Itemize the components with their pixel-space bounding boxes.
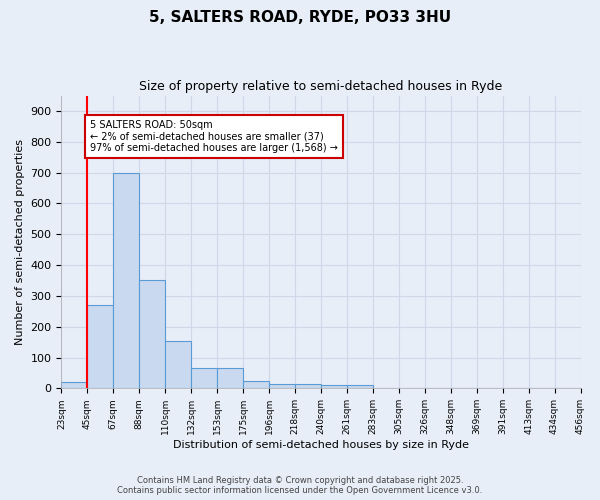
Bar	[191, 368, 217, 388]
Bar	[165, 340, 191, 388]
Text: 5 SALTERS ROAD: 50sqm
← 2% of semi-detached houses are smaller (37)
97% of semi-: 5 SALTERS ROAD: 50sqm ← 2% of semi-detac…	[90, 120, 338, 154]
Y-axis label: Number of semi-detached properties: Number of semi-detached properties	[15, 139, 25, 345]
Bar	[113, 172, 139, 388]
Bar	[217, 368, 243, 388]
Bar	[347, 386, 373, 388]
Bar	[295, 384, 321, 388]
Bar	[61, 382, 88, 388]
Text: Contains HM Land Registry data © Crown copyright and database right 2025.
Contai: Contains HM Land Registry data © Crown c…	[118, 476, 482, 495]
Bar	[321, 386, 347, 388]
Bar	[139, 280, 165, 388]
Bar	[269, 384, 295, 388]
Bar	[88, 305, 113, 388]
Bar	[243, 380, 269, 388]
Text: 5, SALTERS ROAD, RYDE, PO33 3HU: 5, SALTERS ROAD, RYDE, PO33 3HU	[149, 10, 451, 25]
Title: Size of property relative to semi-detached houses in Ryde: Size of property relative to semi-detach…	[139, 80, 503, 93]
X-axis label: Distribution of semi-detached houses by size in Ryde: Distribution of semi-detached houses by …	[173, 440, 469, 450]
